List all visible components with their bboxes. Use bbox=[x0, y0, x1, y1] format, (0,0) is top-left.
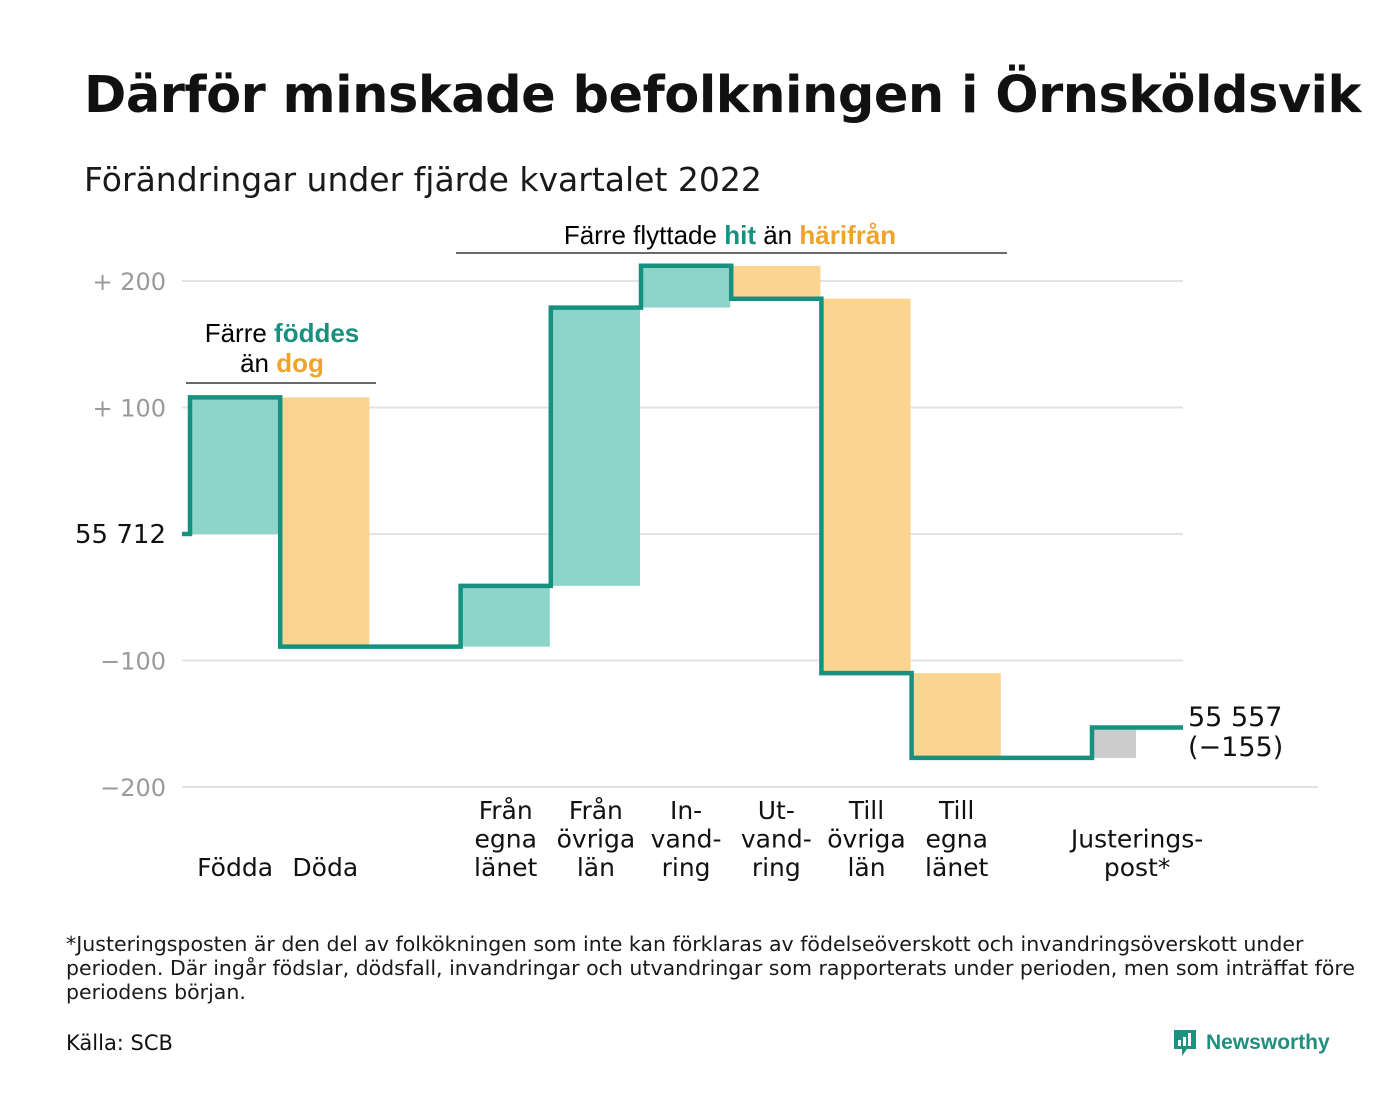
bar-inflow bbox=[460, 585, 550, 647]
migration-annotation: Färre flyttade hit än härifrån bbox=[564, 220, 896, 250]
category-label: Till bbox=[938, 796, 974, 825]
chart-subtitle: Förändringar under fjärde kvartalet 2022 bbox=[84, 160, 762, 199]
bar-outflow bbox=[731, 265, 821, 299]
category-label: län bbox=[577, 853, 615, 882]
cumulative-line bbox=[182, 263, 1183, 761]
y-tick-label: −100 bbox=[100, 648, 166, 676]
category-label: län bbox=[847, 853, 885, 882]
births-annotation-highlight1: föddes bbox=[274, 318, 359, 348]
bar-outflow bbox=[911, 673, 1001, 758]
category-label: Från bbox=[479, 796, 533, 825]
category-label: Till bbox=[848, 796, 884, 825]
category-label: Ut- bbox=[758, 796, 795, 825]
category-label: övriga bbox=[557, 825, 636, 854]
category-label: post* bbox=[1104, 853, 1171, 882]
category-label: Döda bbox=[292, 853, 358, 882]
y-axis-ticks: + 200 + 100 55 712 −100 −200 bbox=[75, 268, 166, 802]
births-annotation-text1: Färre bbox=[205, 318, 274, 348]
category-label: ring bbox=[752, 853, 801, 882]
category-label: egna bbox=[474, 825, 536, 854]
bar-adjustment bbox=[1094, 727, 1136, 758]
y-tick-label: + 200 bbox=[92, 268, 166, 296]
births-annotation-line2: än dog bbox=[240, 348, 324, 378]
category-label: In- bbox=[670, 796, 702, 825]
category-label: Födda bbox=[197, 853, 273, 882]
end-change: (−155) bbox=[1188, 732, 1283, 763]
y-tick-label: + 100 bbox=[92, 395, 166, 423]
y-tick-label: −200 bbox=[100, 774, 166, 802]
category-label: länet bbox=[474, 853, 537, 882]
end-value: 55 557 bbox=[1188, 702, 1282, 733]
bar-outflow bbox=[280, 397, 370, 647]
category-label: länet bbox=[925, 853, 988, 882]
brand-name: Newsworthy bbox=[1206, 1031, 1330, 1054]
category-label: vand- bbox=[651, 825, 722, 854]
bar-inflow bbox=[550, 307, 640, 586]
category-label: Från bbox=[569, 796, 623, 825]
category-label: vand- bbox=[741, 825, 812, 854]
migration-annotation-text1: Färre flyttade bbox=[564, 220, 724, 250]
category-label: Justerings- bbox=[1069, 825, 1203, 854]
end-value-label: 55 557 (−155) bbox=[1188, 702, 1283, 763]
waterfall-bars bbox=[190, 265, 1136, 758]
births-annotation-text2: än bbox=[240, 348, 276, 378]
chart-title: Därför minskade befolkningen i Örnskölds… bbox=[84, 66, 1361, 125]
footnote: *Justeringsposten är den del av folkökni… bbox=[66, 932, 1355, 1004]
start-value-label: 55 712 bbox=[75, 520, 166, 550]
cumulative-line-path bbox=[182, 263, 1183, 761]
category-labels: Födda DödaFrånegnalänetFrånövrigalänIn-va… bbox=[197, 796, 1203, 882]
category-label: egna bbox=[925, 825, 987, 854]
newsworthy-icon bbox=[1174, 1030, 1196, 1056]
migration-annotation-highlight1: hit bbox=[724, 220, 756, 250]
births-annotation-line1: Färre föddes bbox=[205, 318, 360, 348]
source-label: Källa: SCB bbox=[66, 1031, 173, 1055]
bar-outflow bbox=[821, 298, 911, 674]
births-annotation-highlight2: dog bbox=[276, 348, 324, 378]
bar-inflow bbox=[190, 397, 280, 534]
category-label: ring bbox=[662, 853, 711, 882]
category-label: övriga bbox=[827, 825, 906, 854]
annotations: Färre föddes än dog Färre flyttade hit ä… bbox=[186, 220, 1007, 384]
bar-inflow bbox=[641, 265, 731, 308]
brand-logo: Newsworthy bbox=[1172, 1028, 1330, 1058]
migration-annotation-text2: än bbox=[756, 220, 799, 250]
migration-annotation-highlight2: härifrån bbox=[799, 220, 896, 250]
